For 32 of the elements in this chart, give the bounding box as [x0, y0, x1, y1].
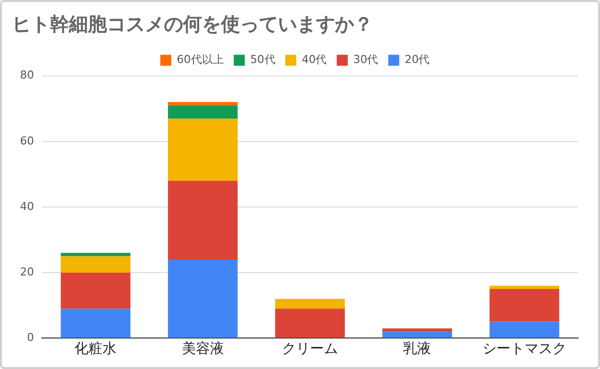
- y-tick-label: 40: [20, 200, 34, 213]
- y-tick-label: 20: [20, 265, 34, 278]
- bar: [60, 308, 130, 338]
- bar: [382, 332, 452, 338]
- legend-label: 30代: [353, 53, 378, 66]
- bar: [168, 105, 238, 118]
- x-tick-label: 乳液: [403, 341, 432, 358]
- bar: [490, 289, 560, 322]
- legend-label: 40代: [302, 53, 327, 66]
- bar: [275, 298, 345, 309]
- x-tick-label: クリーム: [282, 341, 338, 358]
- bar: [382, 328, 452, 332]
- bar: [168, 259, 238, 338]
- x-tick-label: 美容液: [182, 341, 224, 358]
- bar: [168, 102, 238, 106]
- y-tick-label: 0: [26, 331, 34, 344]
- x-tick-label: 化粧水: [74, 341, 117, 358]
- y-tick-label: 60: [20, 134, 34, 148]
- bar: [490, 322, 560, 338]
- bar: [275, 308, 345, 338]
- chart-title: ヒト幹細胞コスメの何を使っていますか？: [12, 13, 373, 36]
- bar: [60, 252, 130, 256]
- bar: [60, 272, 130, 309]
- bar: [60, 256, 130, 273]
- bar: [490, 286, 560, 289]
- y-tick-label: 80: [20, 68, 34, 82]
- legend-label: 20代: [404, 53, 430, 66]
- legend-label: 60代以上: [176, 53, 224, 66]
- x-tick-label: シートマスク: [482, 341, 566, 358]
- legend-label: 50代: [250, 53, 276, 66]
- bar: [168, 180, 238, 260]
- bar: [168, 118, 238, 181]
